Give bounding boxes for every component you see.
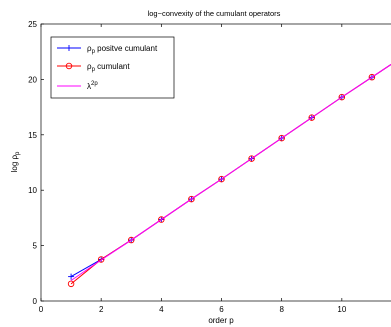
y-axis-label: log ρp bbox=[10, 151, 21, 172]
legend-text-rest: positve cumulant bbox=[95, 44, 158, 53]
ticks: 024681010510152025 bbox=[28, 20, 347, 314]
data-point bbox=[368, 73, 376, 81]
data-point bbox=[308, 114, 316, 121]
legend-marker bbox=[65, 62, 73, 70]
legend-entry-1: ρp cumulant bbox=[57, 62, 130, 73]
data-point bbox=[158, 216, 165, 223]
legend-symbol: ρ bbox=[87, 62, 92, 71]
data-point bbox=[278, 134, 285, 142]
legend-symbol: ρ bbox=[87, 44, 92, 53]
legend-label: ρp positve cumulant bbox=[87, 44, 158, 55]
x-tick-label: 10 bbox=[337, 305, 346, 314]
data-point bbox=[248, 155, 255, 162]
legend-subscript: p bbox=[92, 67, 96, 73]
series-2 bbox=[70, 63, 391, 281]
data-point bbox=[68, 273, 75, 280]
legend-label: ρp cumulant bbox=[87, 62, 130, 73]
x-tick-label: 4 bbox=[159, 305, 164, 314]
data-point bbox=[218, 175, 225, 183]
legend-label: λ2p bbox=[87, 81, 98, 91]
chart-title: log−convexity of the cumulant operators bbox=[148, 9, 281, 18]
y-axis-label-main: log ρ bbox=[10, 155, 19, 173]
x-axis-label: order p bbox=[208, 316, 234, 325]
y-tick-label: 0 bbox=[33, 297, 38, 306]
y-tick-label: 25 bbox=[28, 20, 37, 29]
y-tick-label: 15 bbox=[28, 131, 37, 140]
data-point bbox=[127, 236, 135, 244]
y-tick-label: 5 bbox=[33, 242, 38, 251]
series-line bbox=[70, 63, 391, 281]
x-tick-label: 6 bbox=[219, 305, 224, 314]
legend-superscript: 2p bbox=[91, 81, 98, 87]
y-axis-label-sub: p bbox=[15, 151, 21, 155]
legend-marker bbox=[66, 45, 72, 51]
legend-text-rest: cumulant bbox=[95, 62, 130, 71]
legend-entry-2: λ2p bbox=[57, 81, 98, 91]
data-point bbox=[188, 195, 195, 203]
legend-subscript: p bbox=[92, 49, 96, 55]
y-tick-label: 10 bbox=[28, 186, 37, 195]
x-tick-label: 2 bbox=[99, 305, 104, 314]
legend-symbol: λ bbox=[87, 82, 91, 91]
data-point bbox=[67, 280, 75, 288]
y-tick-label: 20 bbox=[28, 75, 37, 84]
legend-entry-0: ρp positve cumulant bbox=[57, 44, 158, 55]
data-point bbox=[97, 256, 105, 263]
series-layer bbox=[67, 63, 391, 288]
x-tick-label: 0 bbox=[39, 305, 44, 314]
x-tick-label: 8 bbox=[279, 305, 284, 314]
data-point bbox=[338, 93, 346, 101]
